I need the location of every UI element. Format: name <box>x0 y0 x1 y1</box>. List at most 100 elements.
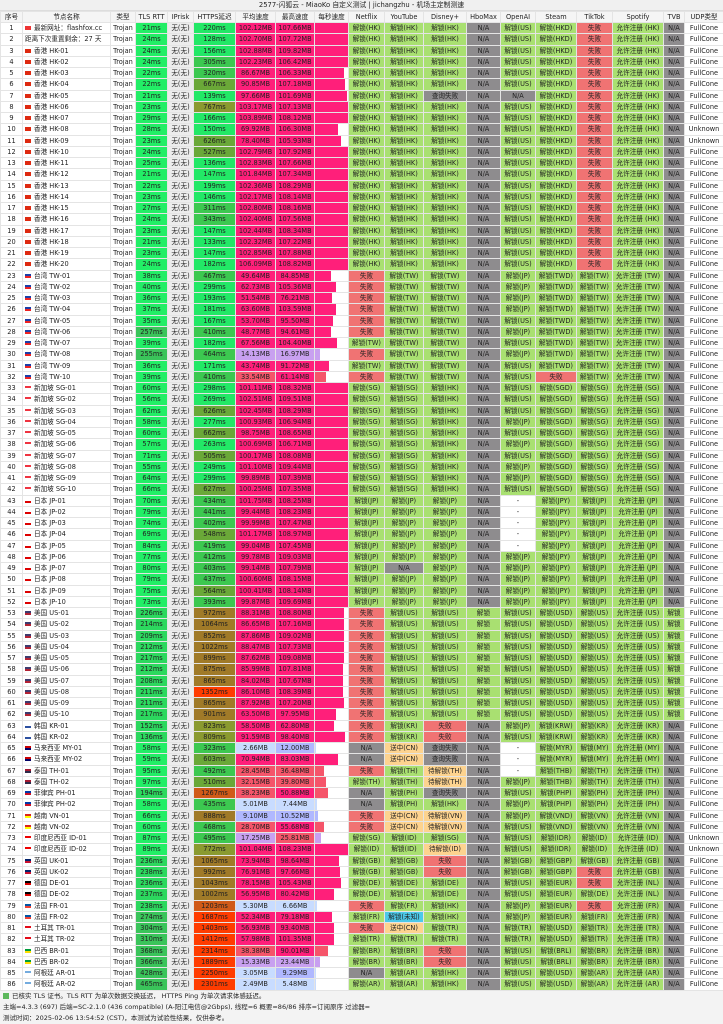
header-index[interactable]: 序号 <box>0 11 23 23</box>
tiktok-cell: 解锁(TH) <box>576 775 613 789</box>
tiktok-cell: 失败 <box>576 44 613 57</box>
header-netflix[interactable]: Netflix <box>348 11 385 23</box>
udp-type-cell: FullCone <box>684 933 723 946</box>
node-name-label: 土耳其 TR-02 <box>34 935 75 944</box>
netflix-cell: 解锁(HK) <box>348 156 385 170</box>
disney-cell: 待解锁(TH) <box>423 764 467 777</box>
avg-speed-cell: 38.38MB <box>235 944 276 957</box>
avg-speed-cell: 99.89MB <box>235 471 276 485</box>
header-udp-type[interactable]: UDP类型 <box>684 11 723 23</box>
steam-cell: 解锁(TWD) <box>535 291 577 305</box>
type-cell: Trojan <box>110 595 136 609</box>
https-latency-cell: 128ms <box>193 33 236 46</box>
youtube-cell: 解锁(TW) <box>384 269 424 282</box>
tls-rtt-cell: 310ms <box>135 933 168 946</box>
table-row: 35 新加坡 SG-03 Trojan 62ms 无(无) 626ms 102.45MB 10… <box>0 404 723 417</box>
node-name-label: 新加坡 SG-06 <box>34 440 76 449</box>
header-https-latency[interactable]: HTTPS延迟 <box>193 11 236 23</box>
flag-us-icon <box>25 701 31 706</box>
tls-rtt-cell: 21ms <box>135 168 168 181</box>
speed-sparkline <box>314 325 349 339</box>
avg-speed-cell: 106.09MB <box>235 258 276 271</box>
spotify-cell: 允许注册 (HK) <box>612 123 664 136</box>
netflix-cell: 解锁(HK) <box>348 190 385 204</box>
youtube-cell: 解锁(ID) <box>384 831 424 845</box>
node-name-cell: 台湾 TW-09 <box>22 359 111 372</box>
openai-cell: 解锁(JP) <box>500 595 536 609</box>
speed-bar <box>315 361 330 371</box>
header-disney[interactable]: Disney+ <box>423 11 467 23</box>
header-hbomax[interactable]: HboMax <box>466 11 501 23</box>
spotify-cell: 允许注册 (SG) <box>612 404 664 417</box>
table-row: 39 新加坡 SG-07 Trojan 71ms 无(无) 505ms 100.17MB 10… <box>0 449 723 462</box>
udp-type-cell: FullCone <box>684 291 723 305</box>
speed-sparkline <box>314 156 349 170</box>
header-steam[interactable]: Steam <box>535 11 577 23</box>
disney-cell: 解锁(HK) <box>423 978 467 991</box>
node-name-label: 美国 US-02 <box>34 620 70 629</box>
disney-cell: 解锁(TW) <box>423 336 467 350</box>
flag-tw-icon <box>25 273 31 278</box>
steam-cell: 解锁(GBP) <box>535 854 577 867</box>
avg-speed-cell: 56.95MB <box>235 888 276 901</box>
avg-speed-cell: 102.88MB <box>235 44 276 57</box>
type-cell: Trojan <box>110 809 136 822</box>
spotify-cell: 允许注册 (HK) <box>612 179 664 192</box>
steam-cell: 解锁(IDR) <box>535 843 577 856</box>
udp-type-cell: FullCone <box>684 494 723 507</box>
header-type[interactable]: 类型 <box>110 11 136 23</box>
netflix-cell: 解锁(HK) <box>348 111 385 125</box>
header-tvb[interactable]: TVB <box>663 11 685 23</box>
tls-rtt-cell: 55ms <box>135 460 168 474</box>
node-name-cell: 美国 US-09 <box>22 696 111 710</box>
youtube-cell: 解锁(HK) <box>384 179 424 192</box>
tls-rtt-cell: 24ms <box>135 33 168 46</box>
flag-jp-icon <box>25 554 31 559</box>
tls-rtt-cell: 58ms <box>135 741 168 755</box>
speed-bar <box>315 754 339 764</box>
tls-rtt-cell: 80ms <box>135 561 168 575</box>
table-row: 68 泰国 TH-02 Trojan 97ms 无(无) 510ms 32.15MB 39.8… <box>0 775 723 789</box>
max-speed-cell: 105.36MB <box>275 280 315 294</box>
header-per-second-speed[interactable]: 每秒速度 <box>314 11 349 23</box>
steam-cell: 解锁(MYR) <box>535 741 577 755</box>
check-icon <box>3 993 9 999</box>
header-spotify[interactable]: Spotify <box>612 11 664 23</box>
header-iprisk[interactable]: IPrisk <box>167 11 194 23</box>
youtube-cell: 解锁(HK) <box>384 78 424 91</box>
netflix-cell: 解锁(SG) <box>348 460 385 474</box>
index-cell: 74 <box>0 843 23 856</box>
speed-sparkline <box>314 168 349 181</box>
header-avg-speed[interactable]: 平均速度 <box>235 11 276 23</box>
header-tiktok[interactable]: TikTok <box>576 11 613 23</box>
max-speed-cell: 109.69MB <box>275 595 315 609</box>
youtube-cell: 解锁(TW) <box>384 325 424 339</box>
type-cell: Trojan <box>110 145 136 159</box>
node-name-cell: 新加坡 SG-05 <box>22 426 111 440</box>
tvb-cell: N/A <box>663 843 685 856</box>
header-node-name[interactable]: 节点名称 <box>22 11 111 23</box>
netflix-cell: 解锁(HK) <box>348 258 385 271</box>
disney-cell: 解锁(HK) <box>423 111 467 125</box>
table-row: 32 台湾 TW-10 Trojan 39ms 无(无) 410ms 33.54MB 61.1… <box>0 370 723 384</box>
max-speed-cell: 105.93MB <box>275 134 315 147</box>
max-speed-cell: 108.39MB <box>275 685 315 699</box>
max-speed-cell: 7.44MB <box>275 798 315 811</box>
hbomax-cell: N/A <box>466 190 501 204</box>
udp-type-cell: FullCone <box>684 696 723 710</box>
header-openai[interactable]: OpenAI <box>500 11 536 23</box>
steam-cell: 解锁(TWD) <box>535 314 577 327</box>
disney-cell: 解锁(JP) <box>423 573 467 586</box>
index-cell: 80 <box>0 910 23 924</box>
netflix-cell: 解锁(JP) <box>348 573 385 586</box>
tls-rtt-cell: 366ms <box>135 955 168 969</box>
tls-rtt-cell: 428ms <box>135 966 168 980</box>
header-max-speed[interactable]: 最高速度 <box>275 11 315 23</box>
avg-speed-cell: 67.56MB <box>235 336 276 350</box>
header-tls-rtt[interactable]: TLS RTT <box>135 11 168 23</box>
tls-rtt-cell: 39ms <box>135 370 168 384</box>
index-cell: 31 <box>0 359 23 372</box>
header-youtube[interactable]: YouTube <box>384 11 424 23</box>
flag-us-icon <box>25 656 31 661</box>
type-cell: Trojan <box>110 156 136 170</box>
